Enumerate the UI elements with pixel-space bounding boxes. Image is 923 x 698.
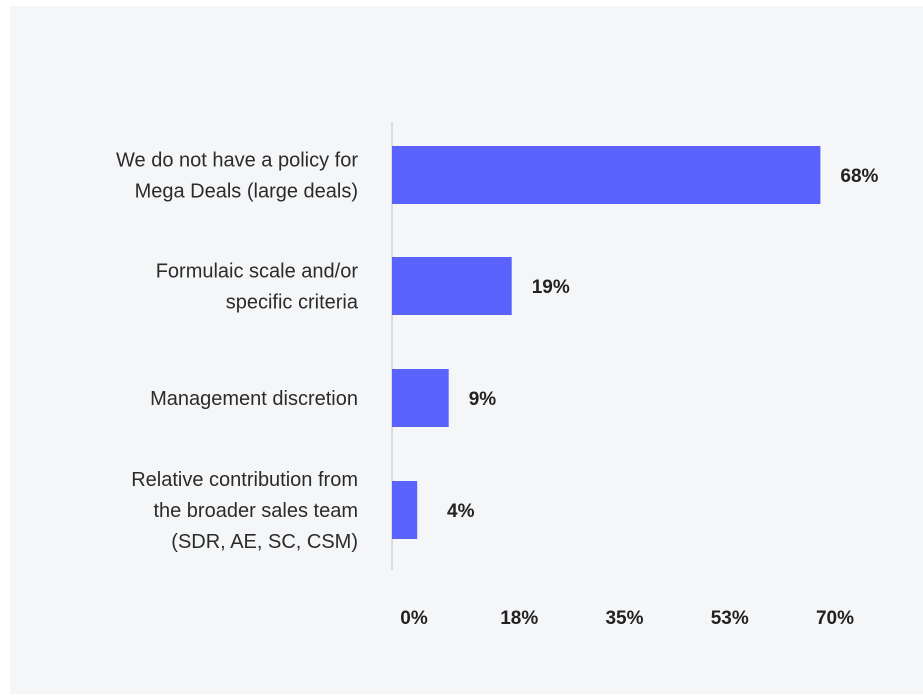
category-label-0: We do not have a policy for Mega Deals (l…: [116, 150, 358, 203]
value-label-2: 9%: [469, 389, 497, 410]
chart-panel: [10, 6, 923, 694]
bar-1: [392, 257, 512, 315]
category-label-2: Management discretion: [150, 388, 358, 410]
category-label-line: Formulaic scale and/or: [156, 261, 359, 283]
x-tick-label-4: 70%: [816, 608, 854, 629]
category-label-line: (SDR, AE, SC, CSM): [171, 531, 358, 553]
category-label-line: the broader sales team: [153, 500, 358, 522]
x-tick-label-2: 35%: [605, 608, 643, 629]
category-label-line: Relative contribution from: [131, 469, 358, 491]
category-label-3: Relative contribution from the broader sa…: [131, 469, 358, 553]
category-label-line: Mega Deals (large deals): [135, 181, 358, 203]
bar-0: [392, 146, 821, 204]
x-tick-label-0: 0%: [400, 608, 428, 629]
category-label-line: We do not have a policy for: [116, 150, 358, 172]
x-tick-label-1: 18%: [500, 608, 538, 629]
category-label-line: Management discretion: [150, 388, 358, 410]
value-label-1: 19%: [532, 277, 570, 298]
bar-2: [392, 369, 449, 427]
value-label-3: 4%: [447, 501, 475, 522]
bar-3: [392, 481, 418, 539]
category-label-1: Formulaic scale and/or specific criteria: [156, 261, 359, 314]
value-label-0: 68%: [840, 166, 878, 187]
category-label-line: specific criteria: [226, 292, 359, 314]
x-tick-label-3: 53%: [711, 608, 749, 629]
